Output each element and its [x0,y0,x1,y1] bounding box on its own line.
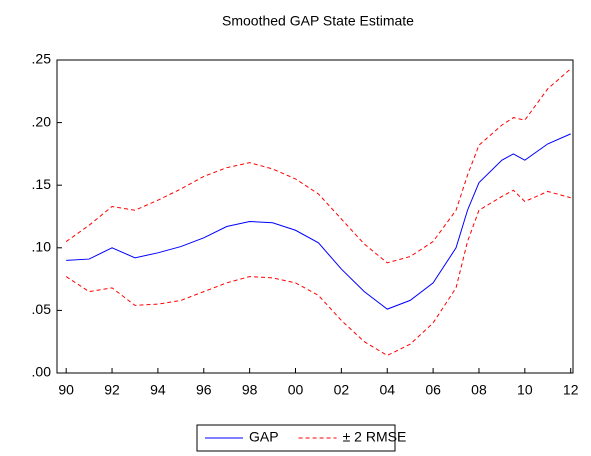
y-tick-label: .10 [32,239,52,255]
x-tick-label: 10 [517,382,533,398]
y-tick-label: .15 [32,176,52,192]
x-tick-label: 92 [104,382,120,398]
y-tick-label: .25 [32,51,52,67]
x-tick-label: 96 [196,382,212,398]
legend-label: GAP [249,429,279,445]
x-tick-label: 04 [379,382,395,398]
chart-title: Smoothed GAP State Estimate [222,13,414,29]
y-tick-label: .05 [32,301,52,317]
x-tick-label: 02 [334,382,350,398]
x-tick-label: 00 [288,382,304,398]
series-line [66,133,571,310]
x-tick-label: 98 [242,382,258,398]
series-line [65,68,572,264]
x-tick-label: 08 [471,382,487,398]
x-tick-label: 12 [563,382,579,398]
series-line [65,189,571,357]
y-tick-label: .20 [32,113,52,129]
plot-frame [56,59,574,374]
x-tick-label: 06 [425,382,441,398]
legend-label: ± 2 RMSE [343,429,407,445]
y-tick-label: .00 [32,364,52,380]
x-tick-label: 94 [150,382,166,398]
x-tick-label: 90 [58,382,74,398]
